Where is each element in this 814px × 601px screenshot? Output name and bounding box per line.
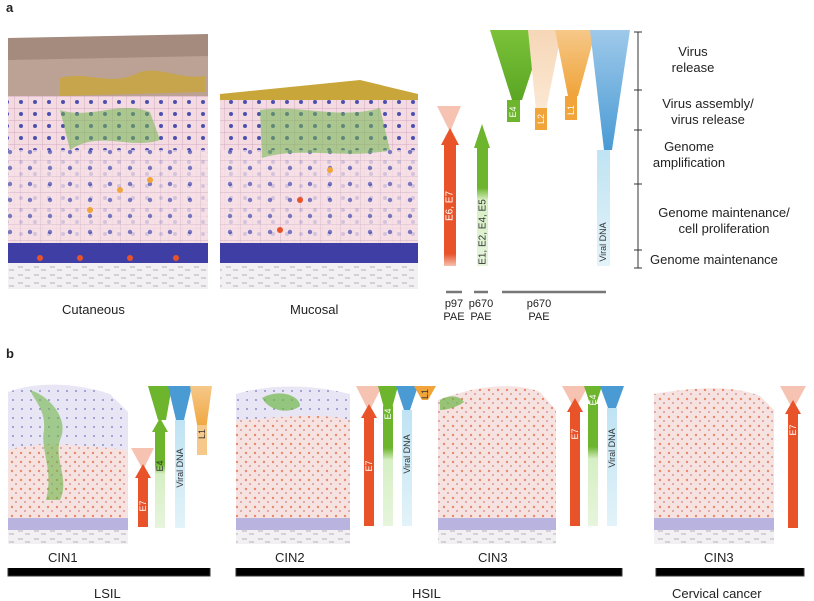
cin3-bar-label-e4: E4 — [588, 394, 598, 406]
cin1-bar-label-viral-dna: Viral DNA — [175, 448, 185, 488]
cin3-bar-viral-dna — [600, 386, 624, 526]
bar-label-e4: E4 — [508, 106, 518, 118]
cin2-bar-e4 — [378, 386, 398, 526]
stage-bracket — [634, 31, 642, 269]
mucosal-tissue-illustration — [220, 80, 418, 289]
lesion-label-cin2: CIN2 — [275, 550, 305, 565]
stage-genome-maintenance: Genome maintenance — [650, 252, 778, 267]
cin3-bar-label-viral-dna: Viral DNA — [607, 428, 617, 468]
bar-e6-e7 — [437, 106, 461, 266]
promoter-label-p97: p97 PAE — [443, 298, 465, 323]
group-label-lsil: LSIL — [94, 586, 121, 601]
cancer-bar-label-e7: E7 — [788, 424, 798, 436]
cin2-bar-e7 — [356, 386, 382, 526]
cin1-bar-label-e7: E7 — [138, 500, 148, 512]
cin3-tissue-illustration — [438, 386, 556, 544]
cin3-bar-e7 — [562, 386, 588, 526]
cin2-bar-label-viral-dna: Viral DNA — [402, 434, 412, 474]
cin1-bar-label-e4: E4 — [155, 460, 165, 472]
cancer-bar-e7 — [780, 386, 806, 528]
cin2-bar-label-l1: L1 — [420, 388, 430, 400]
tissue-label-cutaneous: Cutaneous — [62, 302, 125, 317]
stage-virus-assembly: Virus assembly/virus release — [662, 96, 754, 127]
tissue-label-mucosal: Mucosal — [290, 302, 339, 317]
cutaneous-tissue-illustration — [8, 34, 208, 289]
cin1-bar-l1 — [190, 386, 212, 455]
cin2-bar-l1 — [414, 386, 436, 400]
bar-label-l2: L2 — [536, 113, 546, 125]
bar-e1-e2-e4-e5 — [474, 124, 490, 266]
cin2-bar-label-e7: E7 — [364, 460, 374, 472]
promoter-label-p670-late: p670 PAE — [526, 298, 552, 323]
cin2-bar-viral-dna — [396, 386, 418, 526]
group-label-hsil: HSIL — [412, 586, 441, 601]
panel-a-label: a — [6, 0, 14, 15]
lesion-label-cin3-cancer: CIN3 — [704, 550, 734, 565]
lesion-label-cin1: CIN1 — [48, 550, 78, 565]
stage-virus-release: Virus release — [671, 44, 715, 75]
lesion-label-cin3-hsil: CIN3 — [478, 550, 508, 565]
cin2-bar-label-e4: E4 — [383, 408, 393, 420]
cin1-bar-label-l1: L1 — [197, 428, 207, 440]
cin1-tissue-illustration — [8, 384, 128, 544]
group-label-cervical-cancer: Cervical cancer — [672, 586, 762, 601]
bar-label-l1: L1 — [566, 104, 576, 116]
cin1-bar-e7 — [131, 448, 154, 527]
bar-label-e6-e7: E6, E7 — [444, 190, 456, 222]
cin1-bar-e4 — [148, 386, 172, 528]
bar-label-viral-dna: Viral DNA — [598, 222, 608, 262]
cin3-bar-e4 — [584, 386, 602, 526]
cin3-bar-label-e7: E7 — [570, 428, 580, 440]
panel-b-label: b — [6, 346, 14, 361]
bar-l2-funnel — [528, 30, 562, 130]
cancer-tissue-illustration — [654, 388, 774, 544]
bar-l1-funnel — [555, 30, 596, 120]
group-brackets — [7, 568, 805, 577]
bar-label-e1-e2-e4-e5: E1, E2, E4, E5 — [477, 199, 489, 265]
stage-genome-maintenance-proliferation: Genome maintenance/cell proliferation — [658, 205, 790, 236]
bar-viral-dna — [590, 30, 630, 266]
cin2-tissue-illustration — [236, 386, 350, 544]
promoter-label-p670-early: p670 PAE — [468, 298, 494, 323]
stage-genome-amplification: Genome amplification — [652, 139, 726, 170]
cin1-bar-viral-dna — [168, 386, 192, 528]
